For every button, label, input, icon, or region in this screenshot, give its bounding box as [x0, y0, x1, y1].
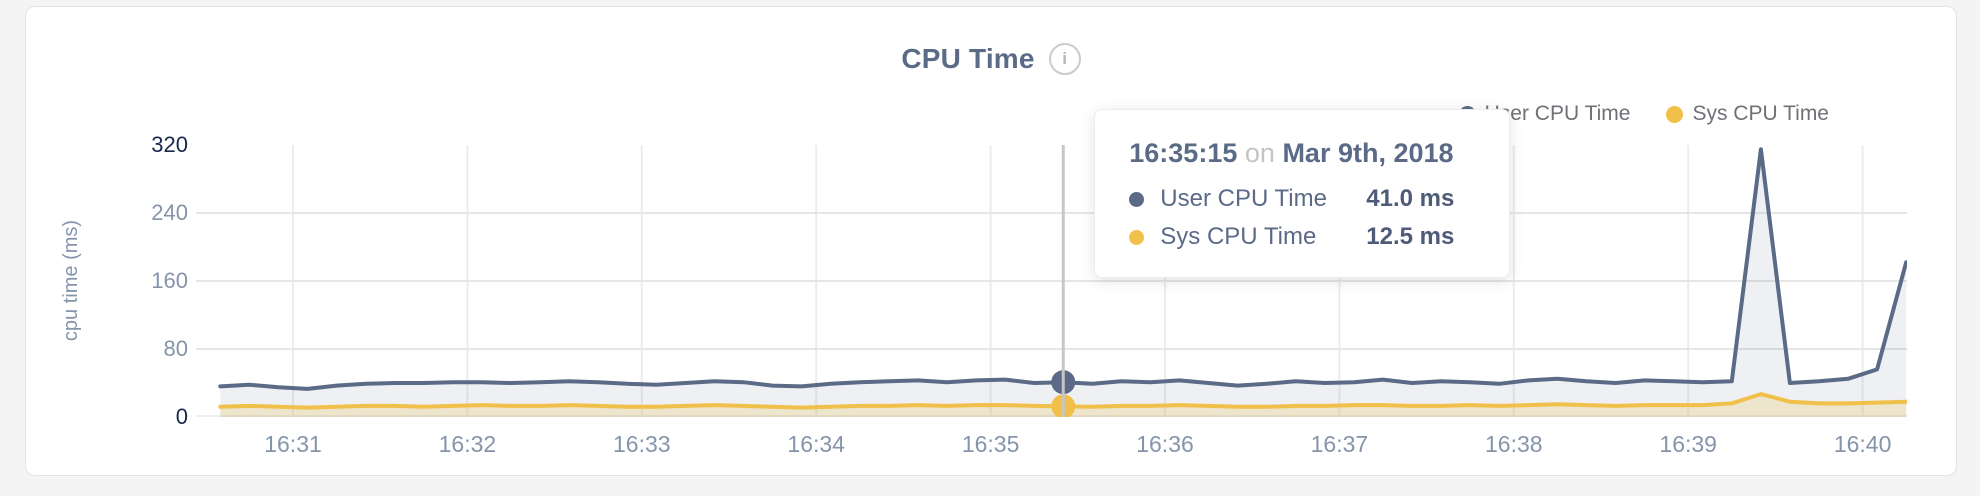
- x-tick-label: 16:34: [787, 431, 845, 457]
- legend-dot-sys-icon: [1666, 105, 1684, 123]
- tooltip-dot-user-icon: [1129, 191, 1145, 207]
- x-tick-label: 16:32: [438, 431, 497, 457]
- tooltip-date: Mar 9th, 2018: [1282, 138, 1454, 168]
- tooltip-label-user: User CPU Time: [1160, 185, 1327, 212]
- info-icon[interactable]: i: [1048, 43, 1081, 75]
- sys-area-fill: [220, 394, 1907, 417]
- legend-label-user: User CPU Time: [1484, 102, 1631, 125]
- tooltip-row-sys: Sys CPU Time 12.5 ms: [1129, 223, 1475, 251]
- y-tick-label: 0: [175, 404, 188, 429]
- x-tick-label: 16:31: [264, 431, 322, 457]
- x-tick-label: 16:39: [1659, 431, 1717, 457]
- tooltip-row-user: User CPU Time 41.0 ms: [1129, 185, 1475, 213]
- chart-header: CPU Time i: [26, 43, 1956, 75]
- user-area-fill: [220, 149, 1907, 417]
- y-tick-label: 160: [151, 268, 188, 293]
- tooltip-connector: on: [1244, 138, 1275, 168]
- y-tick-label: 80: [163, 336, 188, 361]
- tooltip-time: 16:35:15: [1129, 138, 1238, 168]
- tooltip-value-sys: 12.5 ms: [1366, 223, 1455, 250]
- chart-plot-area[interactable]: [196, 145, 1907, 417]
- tooltip-value-user: 41.0 ms: [1366, 185, 1455, 212]
- page-title: CPU Time: [901, 43, 1035, 74]
- tooltip-label-sys: Sys CPU Time: [1160, 223, 1317, 250]
- x-tick-label: 16:38: [1485, 431, 1543, 457]
- x-tick-label: 16:33: [613, 431, 671, 457]
- y-tick-label: 240: [151, 200, 188, 225]
- legend-label-sys: Sys CPU Time: [1692, 102, 1829, 125]
- tooltip-dot-sys-icon: [1129, 229, 1145, 245]
- hover-tooltip: 16:35:15 on Mar 9th, 2018 User CPU Time …: [1094, 109, 1511, 278]
- x-tick-label: 16:35: [961, 431, 1020, 457]
- x-tick-label: 16:40: [1833, 431, 1892, 457]
- legend-item-sys[interactable]: Sys CPU Time: [1666, 102, 1829, 126]
- tooltip-title: 16:35:15 on Mar 9th, 2018: [1129, 138, 1475, 169]
- y-tick-label: 320: [151, 132, 188, 157]
- x-tick-label: 16:36: [1136, 431, 1194, 457]
- x-tick-label: 16:37: [1310, 431, 1369, 457]
- chart-card: CPU Time i User CPU Time Sys CPU Time cp…: [25, 6, 1957, 476]
- chart-legend: User CPU Time Sys CPU Time: [1458, 102, 1829, 126]
